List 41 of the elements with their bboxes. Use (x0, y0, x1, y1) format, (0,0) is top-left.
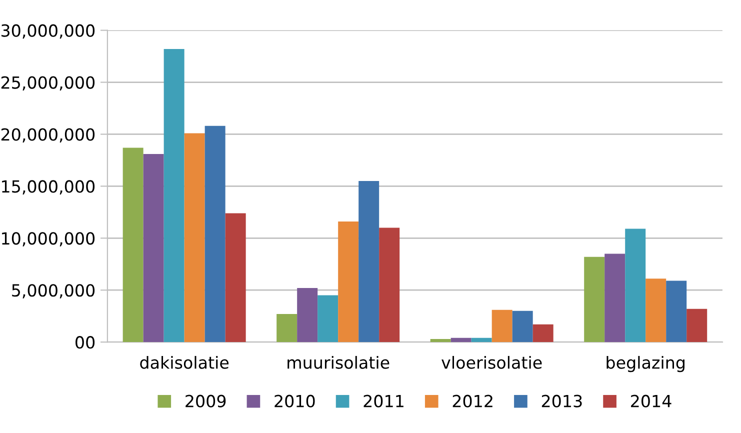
legend-label: 2014 (631, 394, 672, 408)
y-tick-label: 30,000,000 (1, 24, 95, 39)
bar (318, 295, 338, 342)
x-tick-label: beglazing (606, 356, 684, 372)
y-tick-label: 10,000,000 (2, 232, 95, 246)
bar (512, 310, 533, 342)
x-tick-label: muurisolatie (288, 356, 390, 369)
bar (225, 213, 246, 342)
bar (379, 228, 400, 342)
legend-label: 2010 (274, 394, 315, 408)
y-tick-label: 25,000,000 (1, 76, 95, 91)
x-tick-label: dakisolatie (140, 356, 229, 369)
legend-label: 2011 (364, 394, 404, 408)
legend-label: 2012 (452, 394, 492, 408)
bar (450, 338, 472, 342)
legend-label: 2009 (186, 394, 226, 408)
bar (625, 228, 646, 342)
bar (604, 254, 626, 342)
bar (686, 308, 708, 342)
bar (184, 133, 205, 342)
bar (532, 324, 554, 342)
bar (204, 126, 226, 342)
bar (666, 280, 687, 342)
x-tick-label: vloerisolatie (442, 356, 542, 369)
bar (297, 288, 318, 342)
bar (471, 338, 492, 342)
y-tick-label: 00 (76, 336, 95, 349)
bar (584, 256, 605, 342)
bar (646, 278, 666, 342)
bar (122, 148, 144, 342)
y-tick-label: 15,000,000 (2, 180, 95, 194)
bar (358, 180, 380, 342)
bar (430, 338, 451, 342)
bar (492, 310, 512, 342)
bar (164, 49, 184, 342)
bar (143, 154, 164, 342)
bar (276, 314, 298, 342)
y-tick-label: 20,000,000 (1, 128, 95, 142)
bar (338, 222, 359, 342)
y-tick-label: 5,000,000 (12, 284, 95, 298)
legend-label: 2013 (542, 394, 582, 408)
